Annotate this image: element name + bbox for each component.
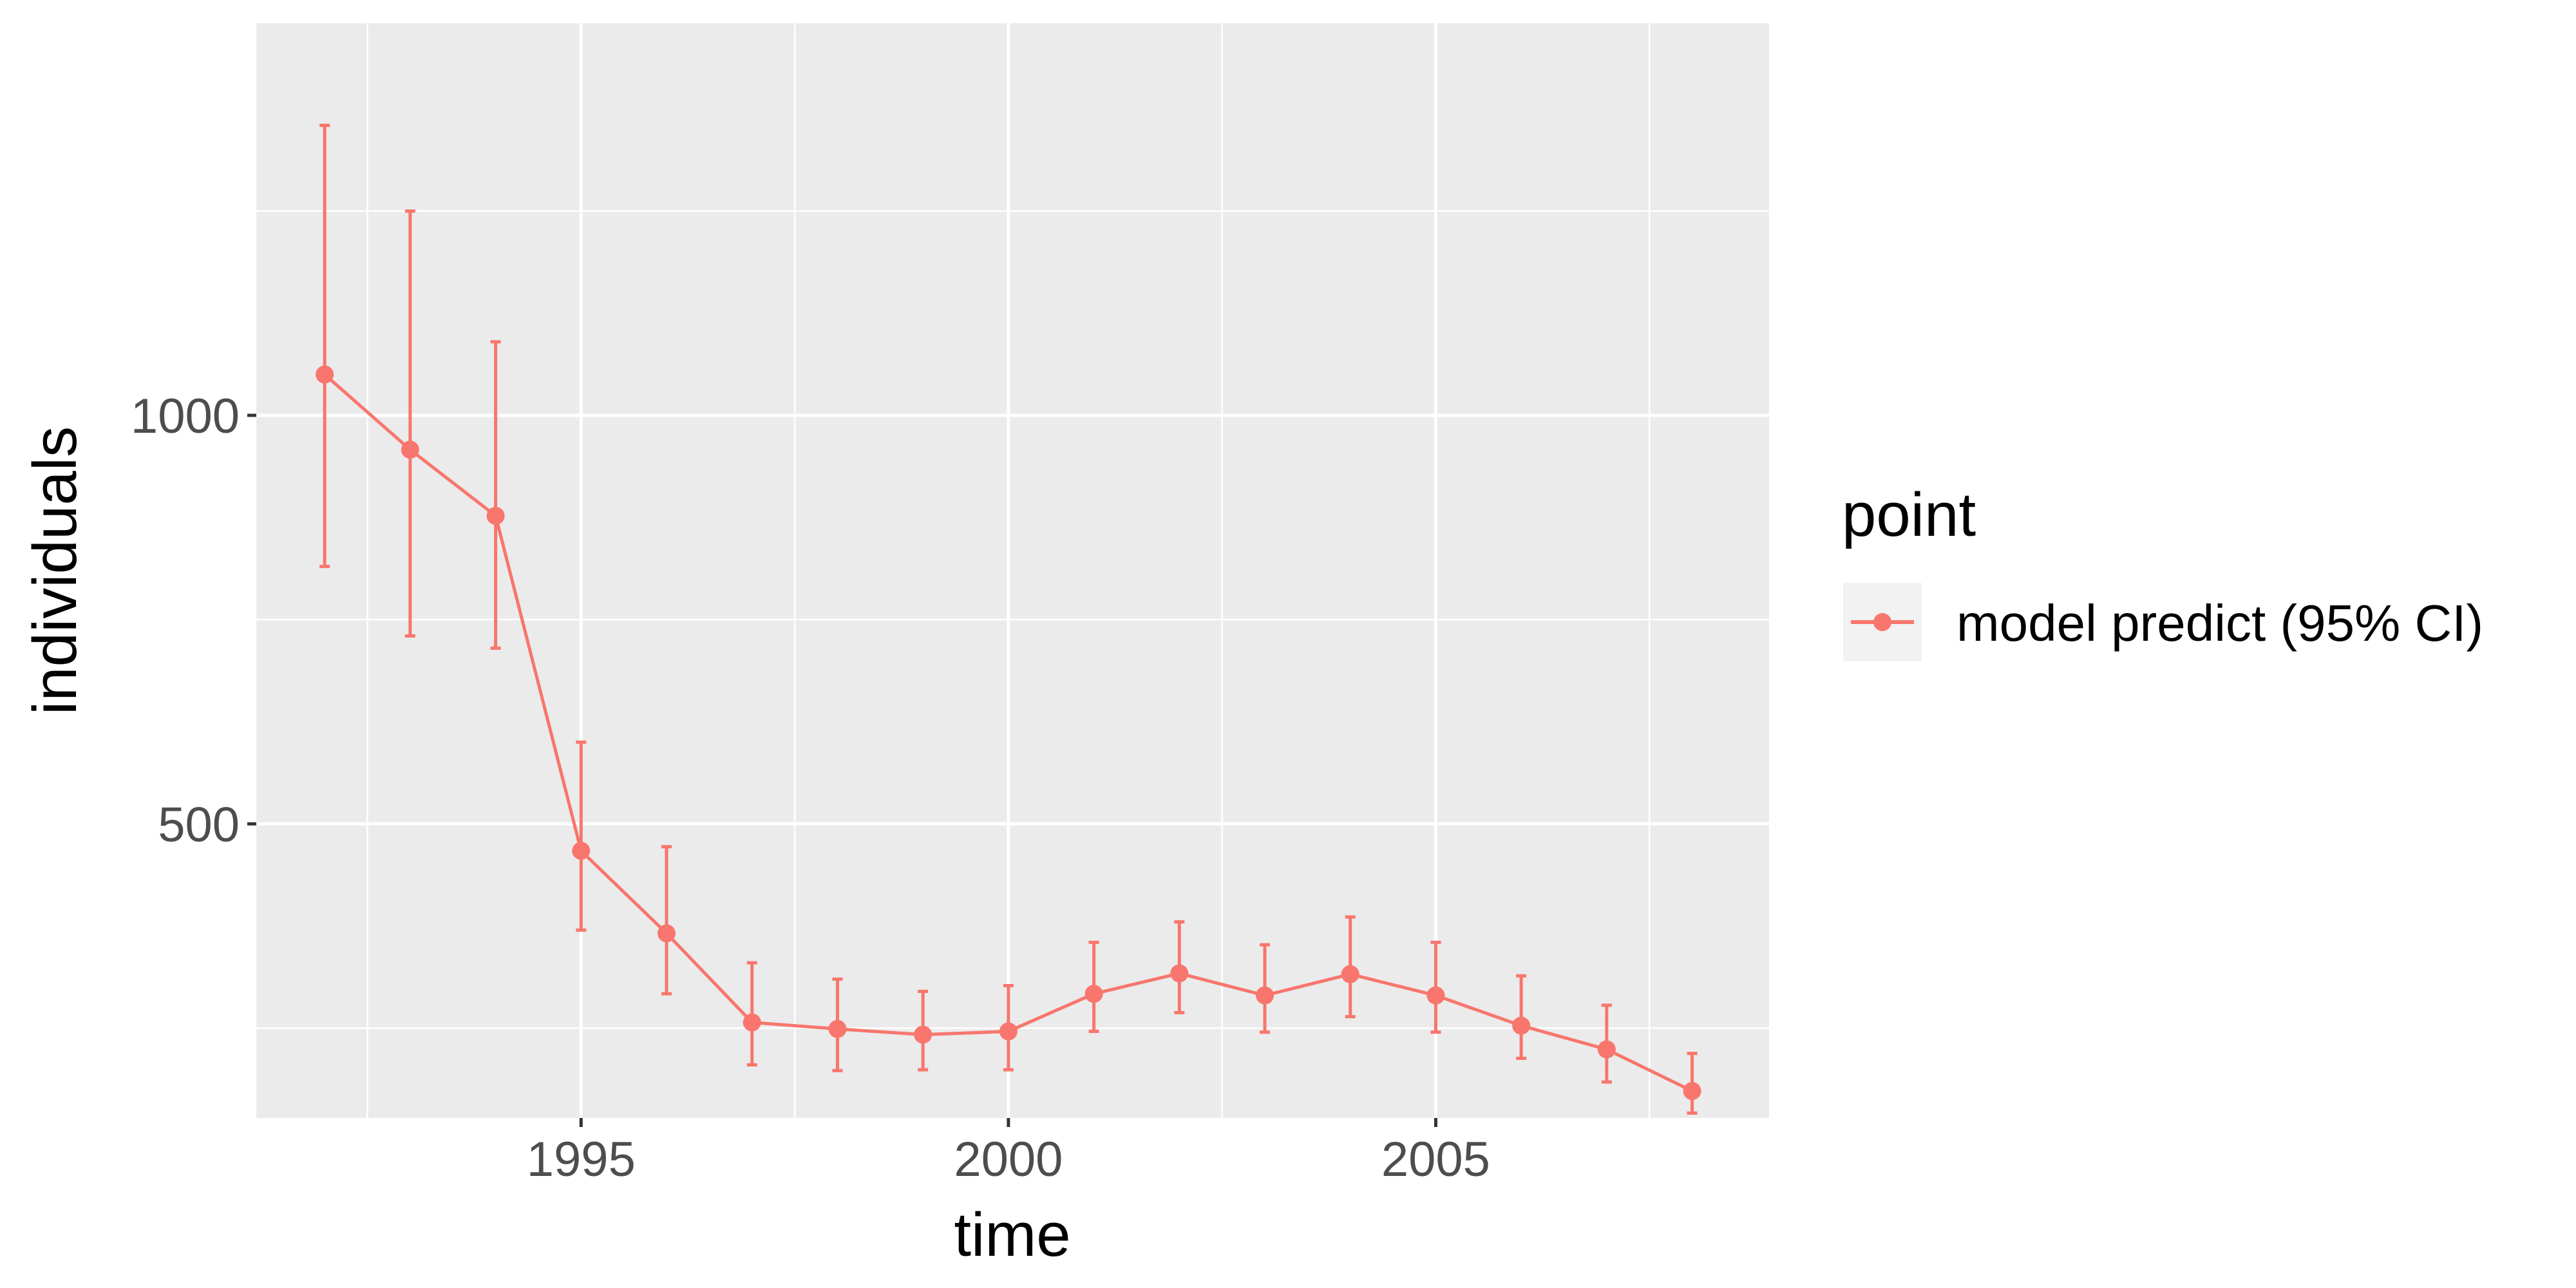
data-point: [1084, 985, 1103, 1003]
plot-panel: [256, 23, 1769, 1118]
y-axis: 500 1000: [131, 389, 256, 852]
x-axis-title: time: [954, 1200, 1070, 1269]
error-bar: [576, 740, 587, 932]
data-point: [743, 1013, 761, 1032]
x-tick-label: 1995: [527, 1132, 636, 1187]
error-bar: [661, 845, 672, 996]
legend-entry-label: model predict (95% CI): [1956, 594, 2483, 652]
data-point: [1341, 965, 1359, 983]
data-point: [1256, 986, 1274, 1005]
data-point: [316, 365, 334, 384]
y-axis-title: individuals: [21, 426, 90, 715]
data-point: [1597, 1040, 1616, 1059]
data-point: [1426, 986, 1445, 1005]
data-point: [401, 440, 419, 459]
x-tick-label: 2000: [954, 1132, 1063, 1187]
data-point: [1170, 964, 1189, 983]
data-point: [828, 1019, 847, 1038]
error-bar: [404, 209, 415, 638]
series-layer: [316, 124, 1701, 1115]
legend-title: point: [1842, 480, 1976, 549]
data-point: [658, 924, 676, 943]
major-gridlines: [256, 23, 1769, 1118]
data-point: [572, 842, 591, 860]
data-point: [914, 1025, 933, 1044]
data-point: [1512, 1016, 1531, 1035]
data-point: [486, 507, 505, 525]
error-bar: [319, 124, 330, 569]
y-tick-label: 500: [158, 797, 240, 852]
data-point: [999, 1022, 1018, 1041]
legend: point model predict (95% CI): [1842, 480, 2483, 661]
y-tick-label: 1000: [131, 389, 240, 444]
legend-key-point: [1873, 613, 1891, 631]
error-bar: [490, 340, 501, 650]
data-point: [1683, 1082, 1701, 1101]
x-axis: 1995 2000 2005: [527, 1118, 1490, 1187]
x-tick-label: 2005: [1381, 1132, 1490, 1187]
